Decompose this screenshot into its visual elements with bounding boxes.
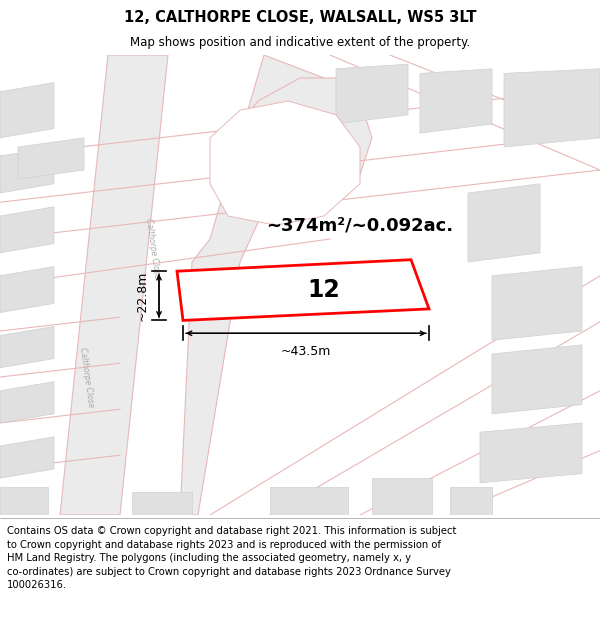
Polygon shape xyxy=(0,437,54,478)
Polygon shape xyxy=(0,267,54,312)
Polygon shape xyxy=(372,478,432,515)
Polygon shape xyxy=(0,147,54,193)
Text: Map shows position and indicative extent of the property.: Map shows position and indicative extent… xyxy=(130,36,470,49)
Polygon shape xyxy=(0,326,54,367)
Text: ~22.8m: ~22.8m xyxy=(135,271,148,321)
Polygon shape xyxy=(0,488,48,515)
Polygon shape xyxy=(270,488,348,515)
Text: Calthorpe Close: Calthorpe Close xyxy=(79,346,95,408)
Polygon shape xyxy=(18,138,84,179)
Text: ~374m²/~0.092ac.: ~374m²/~0.092ac. xyxy=(266,216,454,234)
Text: 12, CALTHORPE CLOSE, WALSALL, WS5 3LT: 12, CALTHORPE CLOSE, WALSALL, WS5 3LT xyxy=(124,10,476,25)
Polygon shape xyxy=(0,55,600,515)
Polygon shape xyxy=(132,492,192,515)
Polygon shape xyxy=(177,260,429,321)
Polygon shape xyxy=(60,55,168,515)
Polygon shape xyxy=(420,69,492,133)
Text: Calthorpe Close: Calthorpe Close xyxy=(145,217,161,279)
Polygon shape xyxy=(492,267,582,340)
Text: Contains OS data © Crown copyright and database right 2021. This information is : Contains OS data © Crown copyright and d… xyxy=(7,526,457,591)
Polygon shape xyxy=(138,55,324,515)
Polygon shape xyxy=(336,64,408,124)
Polygon shape xyxy=(0,82,54,138)
Text: ~43.5m: ~43.5m xyxy=(281,345,331,358)
Polygon shape xyxy=(480,423,582,483)
Polygon shape xyxy=(0,382,54,423)
Polygon shape xyxy=(468,184,540,262)
Polygon shape xyxy=(450,488,492,515)
Polygon shape xyxy=(504,69,600,147)
Polygon shape xyxy=(210,101,360,225)
Polygon shape xyxy=(210,78,372,216)
Polygon shape xyxy=(492,345,582,414)
Text: 12: 12 xyxy=(308,278,340,302)
Polygon shape xyxy=(0,207,54,252)
